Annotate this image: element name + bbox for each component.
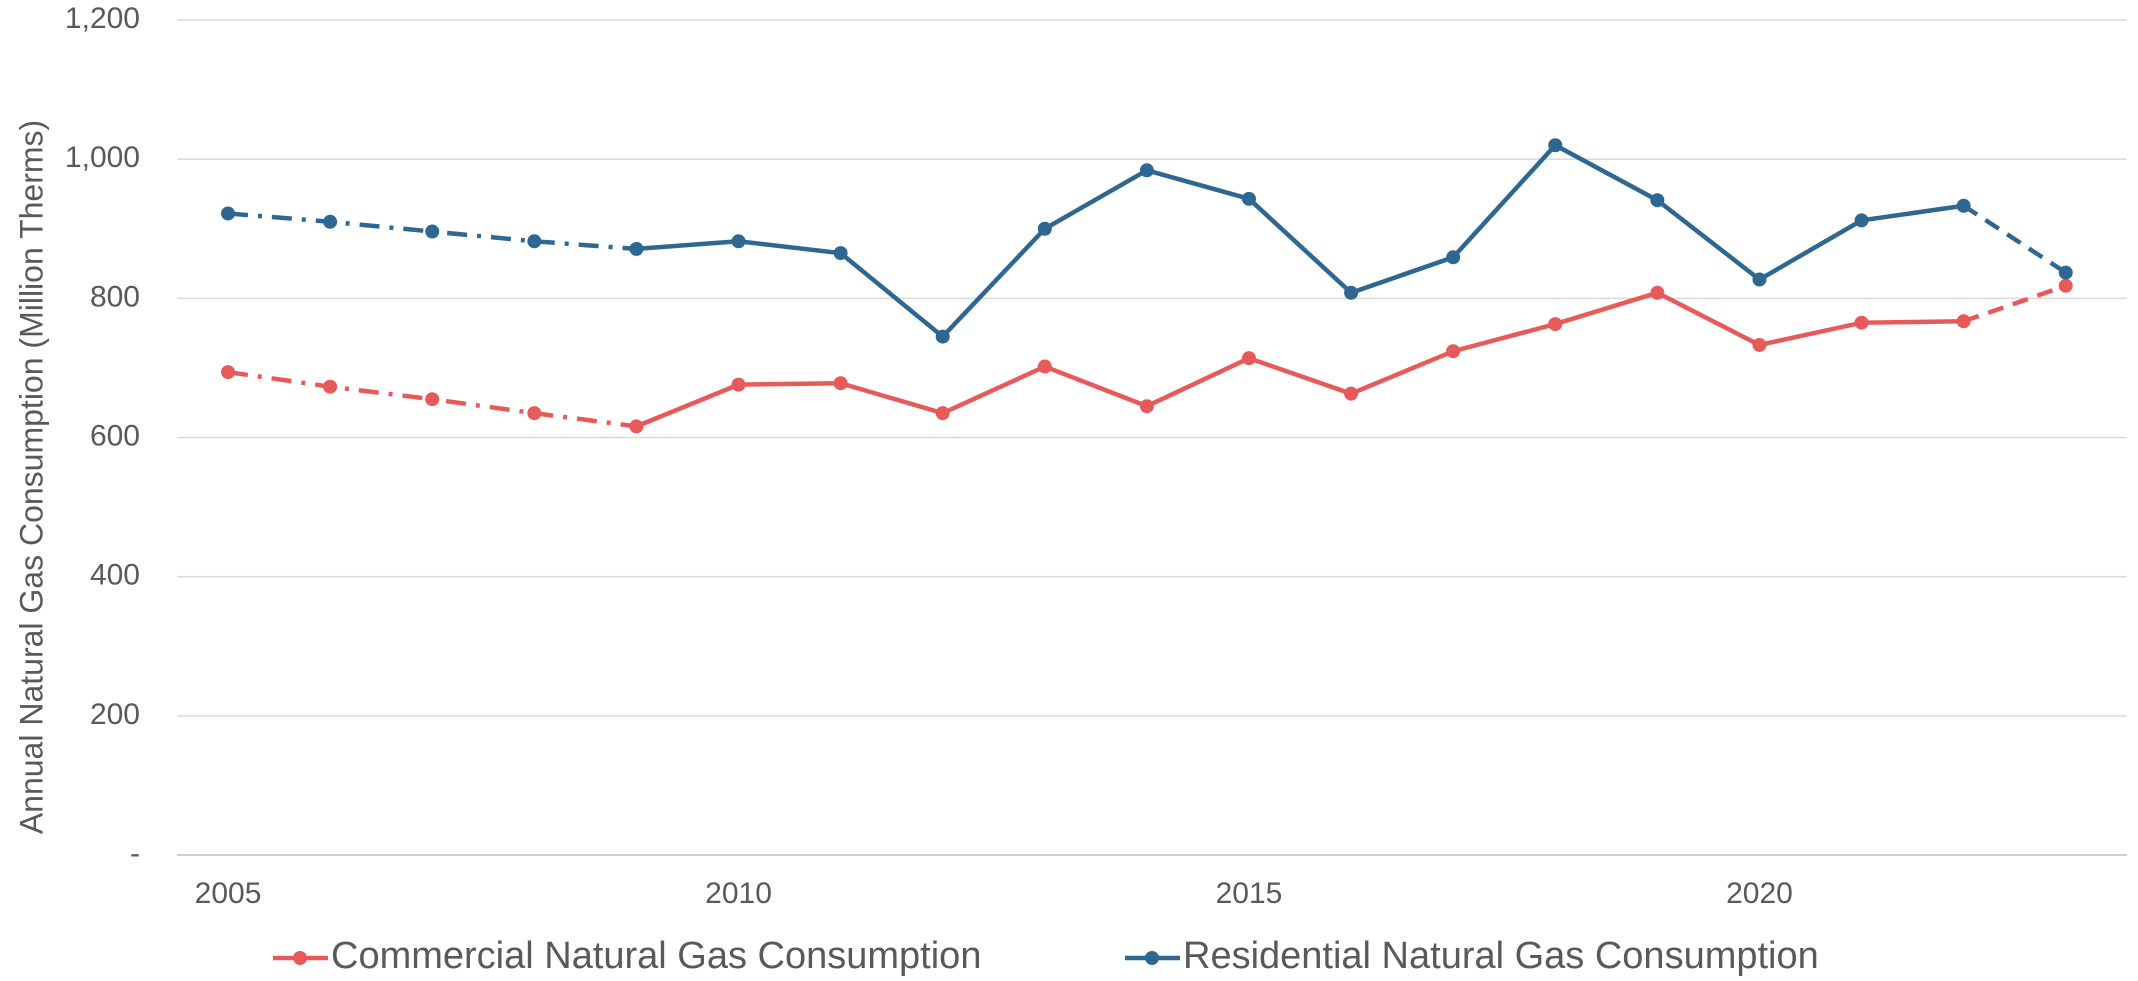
- data-point: [221, 206, 236, 221]
- x-tick-label: 2015: [1216, 877, 1283, 910]
- data-point: [1548, 317, 1563, 332]
- data-point: [527, 234, 542, 249]
- y-axis-title: Annual Natural Gas Consumption (Million …: [13, 120, 49, 834]
- data-point: [731, 234, 746, 249]
- legend-marker: [1145, 951, 1159, 965]
- series-line: [1962, 203, 2067, 275]
- data-point: [1956, 314, 1971, 329]
- legend-label: Commercial Natural Gas Consumption: [331, 935, 981, 977]
- data-point: [1752, 272, 1767, 287]
- data-point: [629, 419, 644, 434]
- data-point: [1956, 198, 1971, 213]
- series-line: [227, 211, 637, 252]
- data-point: [935, 406, 950, 421]
- data-point: [425, 392, 440, 407]
- data-point: [629, 241, 644, 256]
- data-point: [1344, 386, 1359, 401]
- data-point: [527, 406, 542, 421]
- data-point: [1139, 163, 1154, 178]
- y-tick-label: -: [130, 837, 140, 870]
- y-tick-label: 400: [90, 559, 140, 592]
- x-tick-label: 2005: [195, 877, 262, 910]
- data-point: [1241, 351, 1256, 366]
- legend-marker: [293, 951, 307, 965]
- data-point: [425, 224, 440, 239]
- data-point: [1650, 285, 1665, 300]
- legend-label: Residential Natural Gas Consumption: [1183, 935, 1819, 977]
- data-point: [323, 379, 338, 394]
- data-point: [1037, 221, 1052, 236]
- data-point: [1241, 191, 1256, 206]
- data-point: [221, 365, 236, 380]
- x-tick-label: 2010: [705, 877, 772, 910]
- data-point: [1344, 285, 1359, 300]
- data-point: [2058, 265, 2073, 280]
- y-tick-label: 600: [90, 419, 140, 452]
- data-point: [1446, 344, 1461, 359]
- data-point: [1854, 213, 1869, 228]
- data-point: [323, 214, 338, 229]
- series-line: [635, 290, 1964, 429]
- y-tick-label: 800: [90, 280, 140, 313]
- data-point: [1446, 250, 1461, 265]
- data-point: [2058, 278, 2073, 293]
- data-point: [731, 377, 746, 392]
- data-point: [935, 329, 950, 344]
- series-line: [636, 142, 1964, 340]
- data-point: [1548, 138, 1563, 153]
- x-tick-label: 2020: [1726, 877, 1793, 910]
- data-point: [1650, 193, 1665, 208]
- y-tick-label: 200: [90, 698, 140, 731]
- data-point: [1752, 337, 1767, 352]
- data-point: [833, 376, 848, 391]
- data-point: [1854, 315, 1869, 330]
- series-line: [1962, 283, 2067, 324]
- data-point: [1037, 359, 1052, 374]
- y-tick-label: 1,000: [65, 141, 140, 174]
- data-point: [833, 246, 848, 261]
- y-tick-label: 1,200: [65, 2, 140, 35]
- data-point: [1139, 399, 1154, 414]
